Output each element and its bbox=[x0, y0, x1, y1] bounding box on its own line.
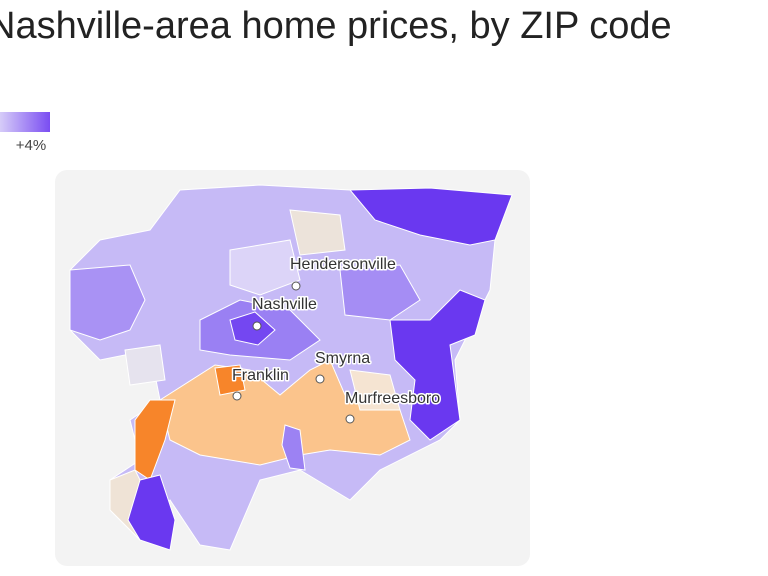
region bbox=[281, 424, 306, 471]
city-label: Murfreesboro bbox=[345, 390, 440, 407]
region bbox=[69, 264, 146, 341]
city-label: Hendersonville bbox=[290, 256, 396, 273]
legend-gradient bbox=[0, 112, 50, 132]
city-label: Franklin bbox=[232, 367, 289, 384]
city-label: Smyrna bbox=[315, 350, 370, 367]
city-dot bbox=[315, 374, 325, 384]
region bbox=[127, 474, 176, 551]
region bbox=[348, 187, 513, 246]
city-markers: Hendersonville Nashville Smyrna Franklin… bbox=[231, 255, 442, 424]
region bbox=[229, 239, 301, 296]
city-dot bbox=[291, 281, 301, 291]
region bbox=[349, 369, 401, 411]
region bbox=[389, 289, 486, 441]
region bbox=[289, 209, 346, 256]
city-label: Nashville bbox=[252, 296, 317, 313]
city-dot bbox=[232, 391, 242, 401]
city-dot bbox=[252, 321, 262, 331]
title: Nashville-area home prices, by ZIP code bbox=[0, 5, 672, 47]
legend-label: +4% bbox=[16, 137, 46, 154]
zip-regions bbox=[69, 184, 513, 551]
region bbox=[214, 364, 246, 396]
region bbox=[124, 344, 166, 386]
region bbox=[339, 264, 421, 321]
region bbox=[229, 311, 276, 346]
city-dot bbox=[345, 414, 355, 424]
